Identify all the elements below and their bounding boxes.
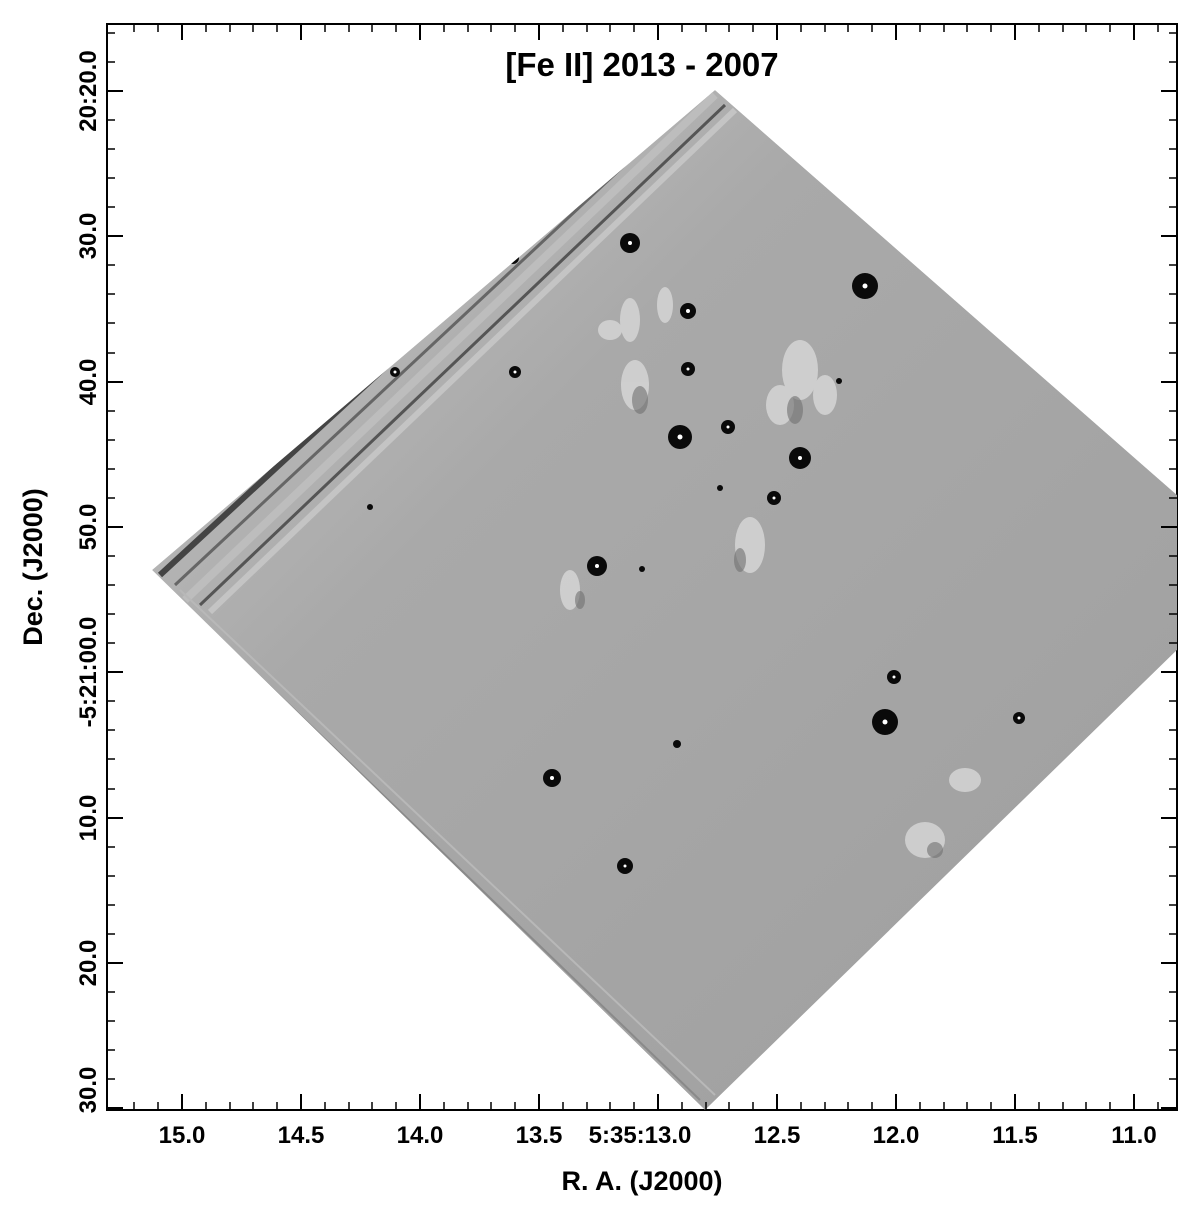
star [887, 670, 901, 684]
star [639, 566, 645, 572]
y-tick-label: 30.0 [75, 213, 102, 260]
y-tick-label: 20:20.0 [75, 50, 102, 131]
edge-stripe [179, 589, 716, 1096]
star [681, 362, 695, 376]
x-tick-label: 12.0 [873, 1122, 920, 1149]
y-tick-labels: 20:20.0 30.0 40.0 50.0 -5:21:00.0 10.0 2… [75, 50, 102, 1113]
x-axis-minor-ticks [133, 24, 1159, 1110]
star [587, 556, 607, 576]
y-tick-label: 10.0 [75, 795, 102, 842]
x-tick-label: 11.0 [1111, 1122, 1156, 1149]
star [680, 303, 696, 319]
star [543, 769, 561, 787]
star [507, 252, 519, 264]
star [1013, 712, 1025, 724]
x-tick-label: 11.5 [992, 1122, 1037, 1149]
star [767, 491, 781, 505]
edge-stripe [198, 103, 727, 607]
star [668, 425, 692, 449]
y-tick-label: 30.0 [75, 1067, 102, 1114]
star [617, 858, 633, 874]
x-tick-label: 5:35:13.0 [589, 1122, 692, 1149]
x-tick-label: 15.0 [159, 1122, 206, 1149]
y-tick-label: 20.0 [75, 940, 102, 987]
x-axis-label: R. A. (J2000) [561, 1166, 722, 1196]
star [620, 233, 640, 253]
y-tick-label: 40.0 [75, 359, 102, 406]
x-tick-label: 14.5 [278, 1122, 325, 1149]
x-tick-label: 12.5 [754, 1122, 801, 1149]
difference-image [152, 90, 1177, 1110]
edge-stripe [182, 92, 718, 603]
star [717, 485, 723, 491]
star [673, 740, 681, 748]
x-tick-label: 13.5 [516, 1122, 563, 1149]
x-axis-ticks [181, 24, 1135, 1110]
star [721, 420, 735, 434]
nebular-shadows [575, 386, 943, 858]
nebular-knots [560, 287, 981, 858]
y-axis-minor-ticks [107, 32, 1177, 1080]
star [509, 366, 521, 378]
y-axis-ticks [107, 90, 1177, 1109]
edge-stripe [207, 107, 738, 615]
y-axis-label: Dec. (J2000) [18, 488, 48, 646]
y-tick-label: 50.0 [75, 504, 102, 551]
x-tick-label: 14.0 [397, 1122, 444, 1149]
star [852, 273, 878, 299]
star [367, 504, 373, 510]
star [836, 378, 842, 384]
x-tick-labels: 15.0 14.5 14.0 13.5 5:35:13.0 12.5 12.0 … [159, 1122, 1157, 1149]
star [789, 447, 811, 469]
star [390, 367, 400, 377]
y-tick-label: -5:21:00.0 [75, 617, 102, 728]
figure-title: [Fe II] 2013 - 2007 [505, 46, 778, 83]
star [872, 709, 898, 735]
